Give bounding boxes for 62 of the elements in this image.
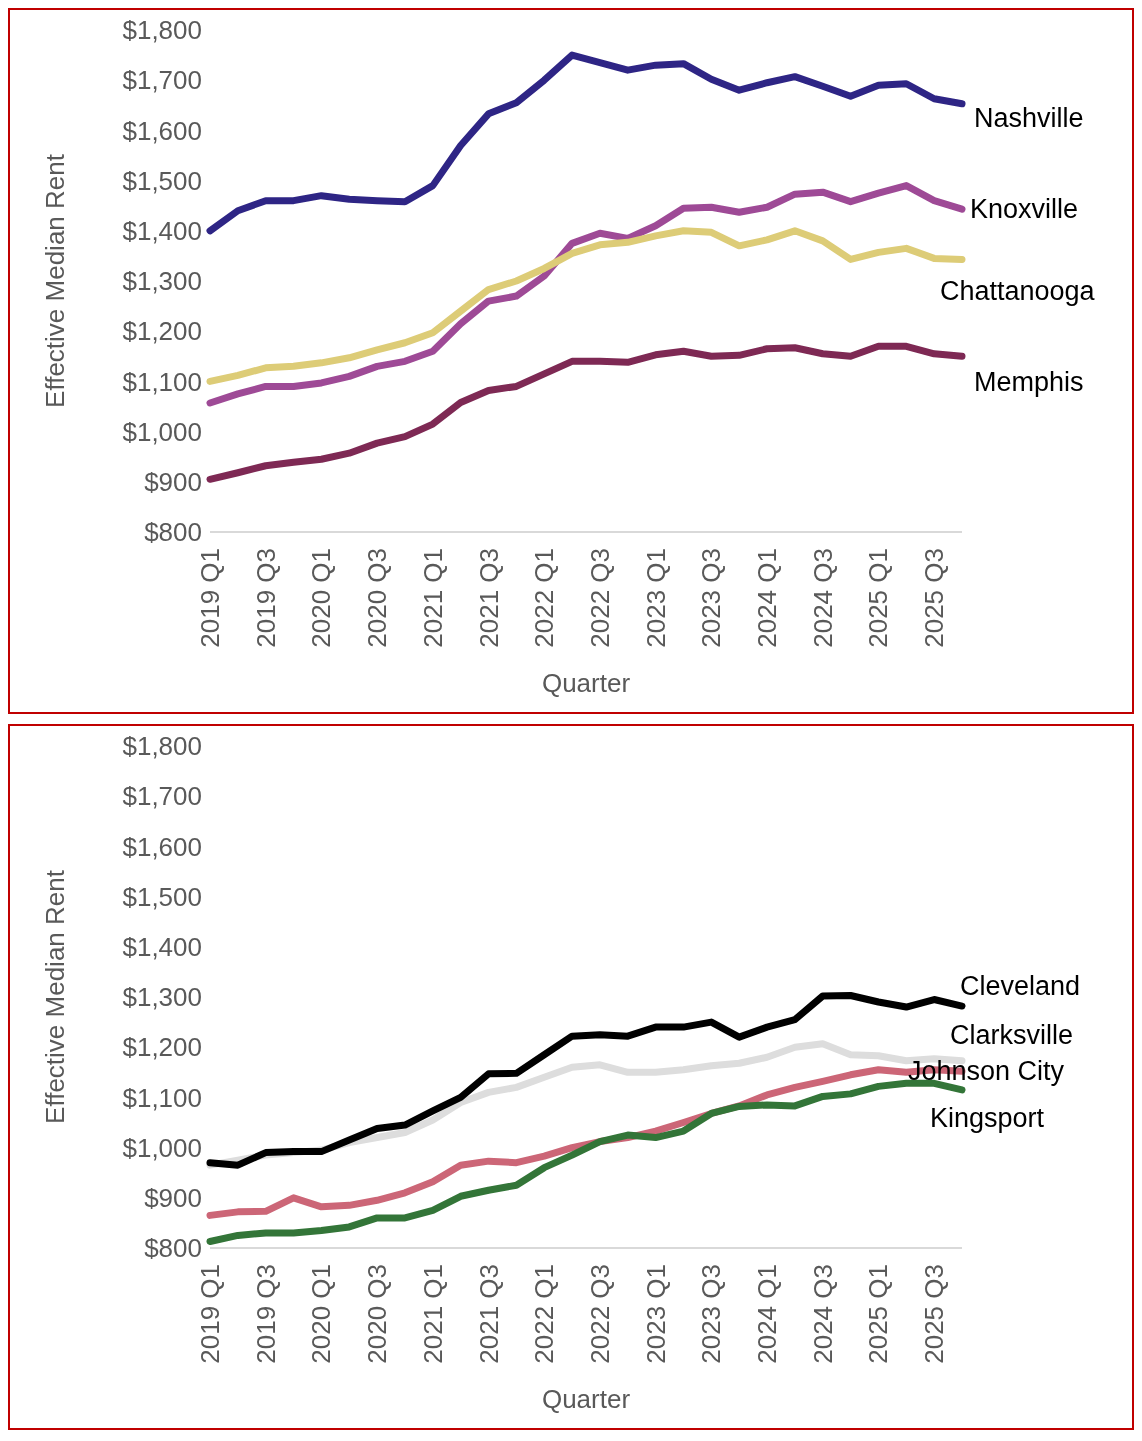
series-label: Nashville	[974, 102, 1084, 133]
x-tick-label: 2023 Q3	[696, 548, 727, 648]
series-label: Memphis	[974, 367, 1084, 398]
y-tick-label: $1,300	[122, 266, 202, 297]
series-label: Cleveland	[960, 971, 1081, 1002]
series-label: Clarksville	[950, 1019, 1074, 1050]
x-tick-label: 2025 Q3	[919, 1264, 950, 1364]
y-axis-title: Effective Median Rent	[40, 153, 71, 408]
x-tick-label: 2021 Q3	[473, 548, 504, 648]
x-tick-label: 2020 Q3	[362, 548, 393, 648]
x-tick-label: 2024 Q1	[752, 1264, 783, 1364]
x-tick-label: 2021 Q1	[417, 548, 448, 648]
y-tick-label: $1,200	[122, 1032, 202, 1063]
y-tick-label: $800	[144, 517, 202, 548]
x-tick-label: 2019 Q1	[195, 548, 225, 648]
series-label: Chattanooga	[940, 276, 1096, 307]
y-tick-label: $1,700	[122, 65, 202, 96]
series-label: Johnson City	[908, 1056, 1065, 1087]
x-tick-label: 2025 Q1	[863, 548, 894, 648]
y-tick-label: $900	[144, 1183, 202, 1214]
x-tick-label: 2023 Q1	[640, 548, 671, 648]
x-tick-label: 2022 Q1	[529, 1264, 560, 1364]
x-tick-label: 2022 Q3	[584, 548, 615, 648]
x-tick-label: 2020 Q3	[362, 1264, 393, 1364]
y-tick-label: $1,000	[122, 416, 202, 447]
y-tick-label: $1,100	[122, 366, 202, 397]
series-label: Knoxville	[970, 194, 1079, 225]
x-tick-label: 2024 Q3	[807, 1264, 838, 1364]
x-tick-label: 2023 Q3	[696, 1264, 727, 1364]
y-tick-label: $1,800	[122, 731, 202, 762]
y-axis-title: Effective Median Rent	[40, 869, 71, 1124]
x-axis-title: Quarter	[541, 1384, 631, 1414]
y-tick-label: $1,700	[122, 781, 202, 812]
y-tick-label: $1,600	[122, 115, 202, 146]
y-tick-label: $1,000	[122, 1132, 202, 1163]
x-axis-title: Quarter	[541, 668, 631, 698]
y-tick-label: $1,400	[122, 216, 202, 247]
series-label: Kingsport	[930, 1102, 1045, 1133]
y-tick-label: $1,300	[122, 982, 202, 1013]
x-tick-label: 2024 Q1	[752, 548, 783, 648]
x-tick-label: 2020 Q1	[306, 548, 337, 648]
y-tick-label: $1,500	[122, 881, 202, 912]
y-tick-label: $900	[144, 467, 202, 498]
y-tick-label: $1,600	[122, 831, 202, 862]
x-tick-label: 2019 Q3	[250, 548, 281, 648]
y-tick-label: $1,500	[122, 165, 202, 196]
y-tick-label: $1,800	[122, 15, 202, 46]
y-tick-label: $800	[144, 1233, 202, 1264]
y-tick-label: $1,200	[122, 316, 202, 347]
x-tick-label: 2025 Q1	[863, 1264, 894, 1364]
x-tick-label: 2021 Q3	[473, 1264, 504, 1364]
x-tick-label: 2019 Q3	[250, 1264, 281, 1364]
x-tick-label: 2023 Q1	[640, 1264, 671, 1364]
y-tick-label: $1,400	[122, 932, 202, 963]
x-tick-label: 2021 Q1	[417, 1264, 448, 1364]
x-tick-label: 2024 Q3	[807, 548, 838, 648]
y-tick-label: $1,100	[122, 1082, 202, 1113]
x-tick-label: 2022 Q3	[584, 1264, 615, 1364]
x-tick-label: 2019 Q1	[195, 1264, 225, 1364]
x-tick-label: 2025 Q3	[919, 548, 950, 648]
x-tick-label: 2022 Q1	[529, 548, 560, 648]
x-tick-label: 2020 Q1	[306, 1264, 337, 1364]
